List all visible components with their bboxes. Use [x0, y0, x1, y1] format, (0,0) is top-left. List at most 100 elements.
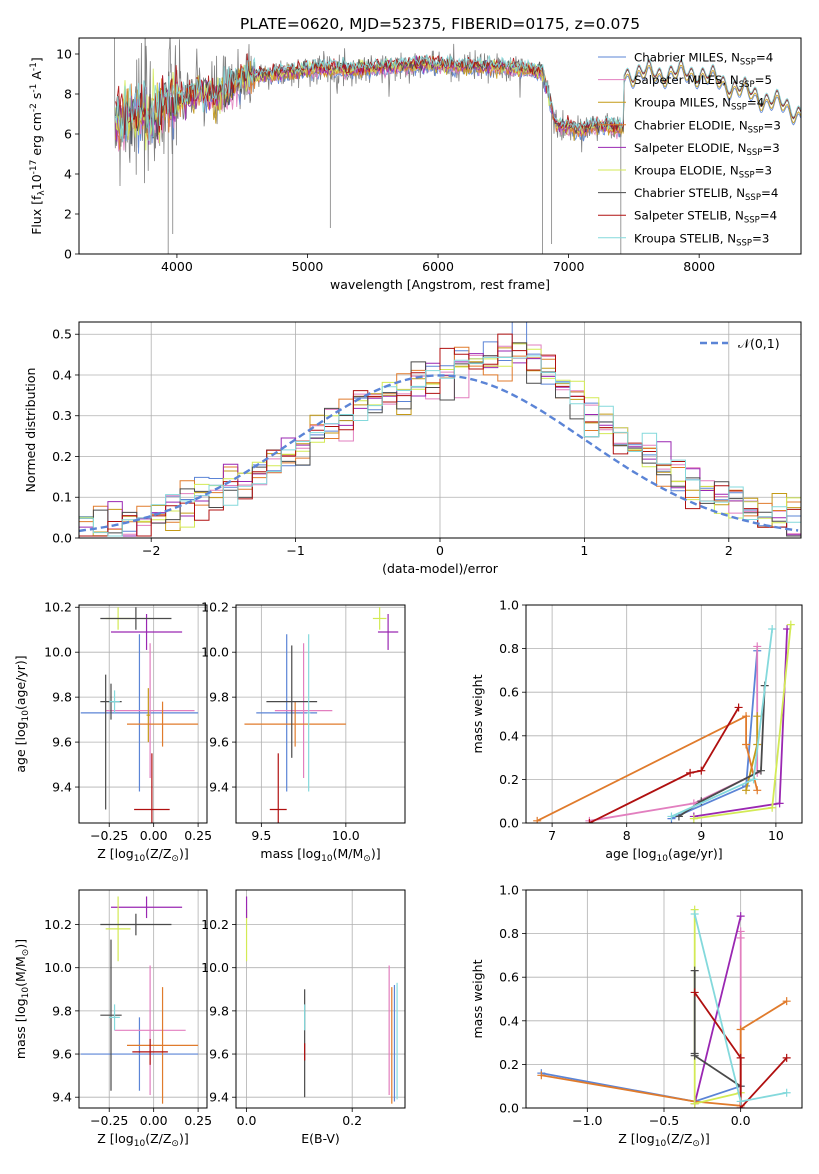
y-axis-label: Normed distribution — [23, 368, 38, 493]
y-tick-label: 6 — [64, 127, 72, 142]
errorbar-point — [100, 607, 172, 630]
legend-entry-label: Chabrier ELODIE, NSSP=3 — [634, 118, 781, 135]
data-point-marker — [690, 1099, 699, 1108]
data-point-marker — [768, 624, 777, 633]
x-axis-label: mass [log10(M/M⊙)] — [260, 846, 380, 864]
data-point-marker — [690, 966, 699, 975]
y-tick-label: 10.2 — [201, 917, 229, 932]
y-tick-label: 0.2 — [499, 1057, 519, 1072]
axes-frame — [525, 889, 803, 1109]
axes-frame — [78, 604, 208, 824]
y-tick-label: 0.6 — [499, 685, 519, 700]
legend-entry-label: 𝒩(0,1) — [738, 336, 780, 351]
data-point-marker — [690, 909, 699, 918]
axes-age_vs_Z: −0.25 0.00 0.25 9.4 9.6 9.8 10.0 10.2 Z [log10(Z… — [13, 600, 212, 864]
y-tick-label: 0 — [64, 247, 72, 262]
x-axis-label: Z [log10(Z/Z⊙)] — [618, 1131, 709, 1149]
y-tick-label: 9.4 — [209, 780, 229, 795]
histogram-salpeter-stelib — [79, 333, 801, 537]
y-tick-label: 9.6 — [209, 735, 229, 750]
data-point-marker — [585, 819, 594, 823]
y-axis-label: mass [log10(M/M⊙)] — [13, 939, 31, 1059]
y-tick-label: 9.4 — [52, 1090, 72, 1105]
legend: Chabrier MILES, NSSP=4 Salpeter MILES, NS… — [598, 51, 781, 248]
x-tick-label: −1.0 — [572, 1113, 602, 1128]
axes-mass_vs_ebv: 0.0 0.2 9.4 9.6 9.8 10.0 10.2 E(B-V) — [201, 889, 406, 1146]
data-point-marker — [749, 775, 758, 784]
y-tick-label: 9.8 — [52, 690, 72, 705]
plot-area — [79, 322, 801, 537]
plot-area — [537, 905, 791, 1108]
series-salpeter-stelib — [693, 991, 788, 1108]
data-point-marker — [753, 786, 762, 795]
y-tick-label: 9.4 — [52, 780, 72, 795]
grid — [236, 890, 405, 1108]
data-point-marker — [690, 1051, 699, 1060]
model-spectrum-kroupa-stelib — [115, 54, 801, 142]
x-tick-label: 0.25 — [184, 1113, 212, 1128]
x-tick-label: 7000 — [553, 259, 585, 274]
errorbar-point — [306, 634, 311, 792]
x-tick-label: 0.0 — [731, 1113, 751, 1128]
x-tick-label: 2 — [725, 543, 733, 558]
x-tick-label: 0.00 — [140, 1113, 168, 1128]
y-tick-label: 10.0 — [201, 960, 229, 975]
legend-entry-label: Kroupa ELODIE, NSSP=3 — [634, 164, 772, 181]
y-tick-label: 0.1 — [52, 490, 72, 505]
grid — [79, 890, 207, 1108]
plot-area — [80, 896, 199, 1104]
data-point-marker — [689, 814, 698, 823]
data-point-marker — [782, 1053, 791, 1062]
errorbar-point — [372, 607, 387, 630]
series-salpeter-stelib — [588, 707, 740, 823]
data-point-marker — [736, 1053, 745, 1062]
axes-residuals: −2 −1 0 1 2 0.0 0.1 0.2 0.3 0.4 0.5 (data-model)/er… — [23, 321, 802, 576]
x-tick-label: −0.5 — [649, 1113, 679, 1128]
errorbar-point — [146, 688, 151, 743]
y-tick-label: 1.0 — [499, 598, 519, 613]
errorbar-point — [266, 645, 318, 758]
data-point-marker — [775, 799, 784, 808]
series-chabrier-elodie — [536, 714, 759, 822]
x-tick-label: 0.2 — [342, 1113, 362, 1128]
errorbar-point — [132, 1038, 168, 1065]
y-tick-label: 0.0 — [499, 1101, 519, 1116]
grid — [236, 605, 405, 823]
data-point-marker — [537, 1071, 546, 1080]
legend-entry-label: Salpeter STELIB, NSSP=4 — [634, 209, 777, 226]
x-tick-label: 4000 — [161, 259, 193, 274]
normal-curve — [79, 374, 799, 533]
x-axis-label: age [log10(age/yr)] — [605, 846, 722, 864]
axes-age_vs_mass: 9.5 10.0 9.4 9.6 9.8 10.0 10.2 mass [log10(M/M⊙… — [201, 600, 406, 864]
data-point-marker — [667, 812, 676, 821]
errorbar-point — [111, 896, 183, 919]
y-axis-label: mass weight — [470, 959, 485, 1038]
errorbar-point — [109, 690, 120, 713]
axes-mass_weight_vs_age: 7 8 9 10 0.0 0.2 0.4 0.6 0.8 1.0 age [log10(age/yr… — [470, 598, 803, 864]
errorbar-point — [111, 613, 183, 650]
axes-frame — [525, 604, 803, 824]
data-point-marker — [742, 786, 751, 795]
x-axis-label: wavelength [Angstrom, rest frame] — [330, 277, 550, 292]
x-axis-label: E(B-V) — [301, 1131, 340, 1146]
y-tick-label: 0.4 — [52, 367, 72, 382]
errorbar-point — [134, 753, 170, 823]
axes-mass_weight_vs_Z: −1.0 −0.5 0.0 0.0 0.2 0.4 0.6 0.8 1.0 Z [log10(Z/… — [470, 883, 803, 1149]
x-tick-label: 0.0 — [237, 1113, 257, 1128]
y-tick-label: 0.0 — [499, 816, 519, 831]
x-tick-label: 7 — [548, 828, 556, 843]
y-tick-label: 10.2 — [44, 600, 72, 615]
y-axis-label: mass weight — [470, 674, 485, 753]
legend-entry-label: Chabrier MILES, NSSP=4 — [634, 51, 773, 68]
y-tick-label: 9.4 — [209, 1090, 229, 1105]
data-point-marker — [742, 712, 751, 721]
axes-frame — [235, 889, 406, 1109]
y-tick-label: 9.8 — [209, 690, 229, 705]
data-point-marker — [736, 912, 745, 921]
data-point-marker — [768, 803, 777, 812]
legend-entry-label: Kroupa MILES, NSSP=4 — [634, 96, 764, 113]
axes-frame — [78, 889, 208, 1109]
errorbar-point — [127, 701, 199, 747]
data-point-marker — [736, 1097, 745, 1106]
